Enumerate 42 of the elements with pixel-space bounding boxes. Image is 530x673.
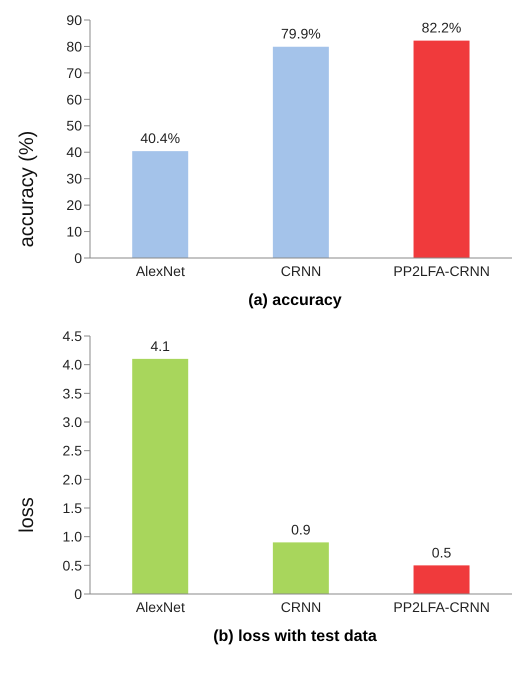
y-tick-label: 20 — [66, 197, 82, 214]
y-tick-label: 0.5 — [62, 557, 82, 574]
data-label: 0.9 — [291, 521, 311, 538]
x-tick-label: AlexNet — [136, 598, 185, 615]
data-label: 0.5 — [432, 544, 452, 560]
y-tick-label: 4.0 — [62, 356, 82, 373]
y-tick-label: 60 — [66, 91, 82, 108]
y-tick-label: 30 — [66, 170, 82, 187]
x-tick-label: CRNN — [280, 598, 322, 615]
y-tick-label: 50 — [66, 118, 82, 134]
y-tick-label: 4.5 — [62, 328, 82, 344]
y-tick-label: 0 — [74, 250, 82, 266]
data-label: 4.1 — [150, 338, 170, 354]
data-label: 79.9% — [281, 26, 321, 42]
bar — [272, 46, 329, 258]
x-tick-label: PP2LFA-CRNN — [393, 598, 490, 615]
x-tick-label: PP2LFA-CRNN — [393, 262, 490, 279]
y-axis-title: accuracy (%) — [16, 130, 38, 248]
y-tick-label: 80 — [66, 38, 82, 54]
text: (a) accuracy — [247, 292, 343, 310]
y-tick-label: 3.0 — [62, 414, 82, 430]
y-axis-title: loss — [16, 497, 38, 533]
data-label: 40.4% — [140, 130, 180, 146]
y-tick-label: 1.5 — [62, 500, 82, 516]
y-tick-label: 1.0 — [62, 528, 82, 545]
bar — [272, 542, 329, 594]
bar — [132, 151, 188, 258]
y-tick-label: 2.0 — [62, 471, 82, 488]
y-tick-label: 70 — [66, 64, 82, 81]
data-label: 82.2% — [422, 20, 462, 36]
y-tick-label: 40 — [66, 144, 82, 160]
x-tick-label: CRNN — [280, 262, 322, 279]
bar — [414, 40, 470, 258]
y-tick-label: 0 — [74, 586, 82, 602]
bar — [414, 565, 470, 594]
bar — [132, 358, 188, 594]
y-tick-label: 2.5 — [62, 442, 82, 459]
y-tick-label: 3.5 — [62, 385, 82, 402]
y-tick-label: 10 — [66, 224, 82, 240]
x-tick-label: AlexNet — [136, 262, 185, 279]
text: (b) loss with test data — [212, 628, 378, 646]
y-tick-label: 90 — [66, 12, 82, 28]
